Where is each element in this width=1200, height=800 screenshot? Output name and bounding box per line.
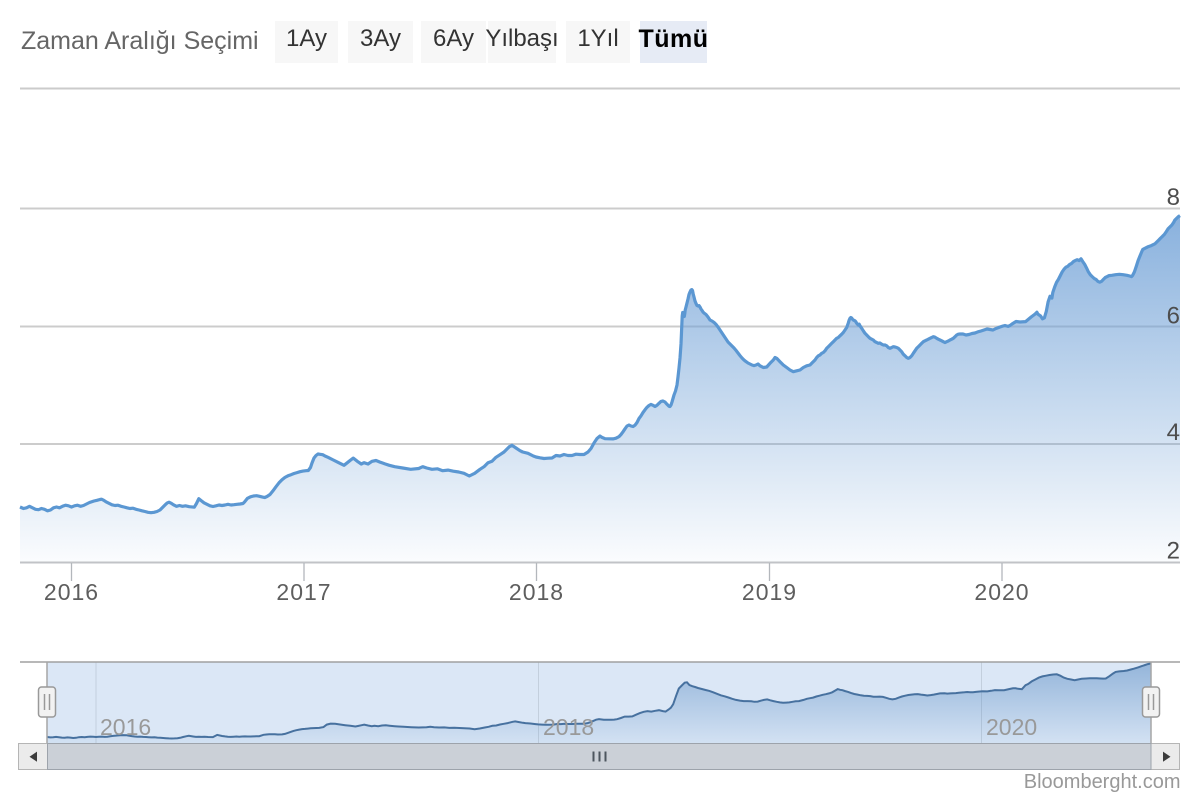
svg-text:2018: 2018 [543,714,594,740]
svg-text:2020: 2020 [974,579,1029,605]
svg-text:2018: 2018 [509,579,564,605]
svg-text:2019: 2019 [742,579,797,605]
svg-text:2020: 2020 [986,714,1037,740]
svg-text:2: 2 [1167,538,1180,565]
svg-text:6: 6 [1167,303,1180,330]
svg-text:4: 4 [1167,419,1180,446]
svg-text:2016: 2016 [100,714,151,740]
svg-text:Bloomberght.com: Bloomberght.com [1024,771,1181,793]
svg-text:2016: 2016 [44,579,99,605]
svg-text:8: 8 [1167,184,1180,211]
svg-text:2017: 2017 [276,579,331,605]
